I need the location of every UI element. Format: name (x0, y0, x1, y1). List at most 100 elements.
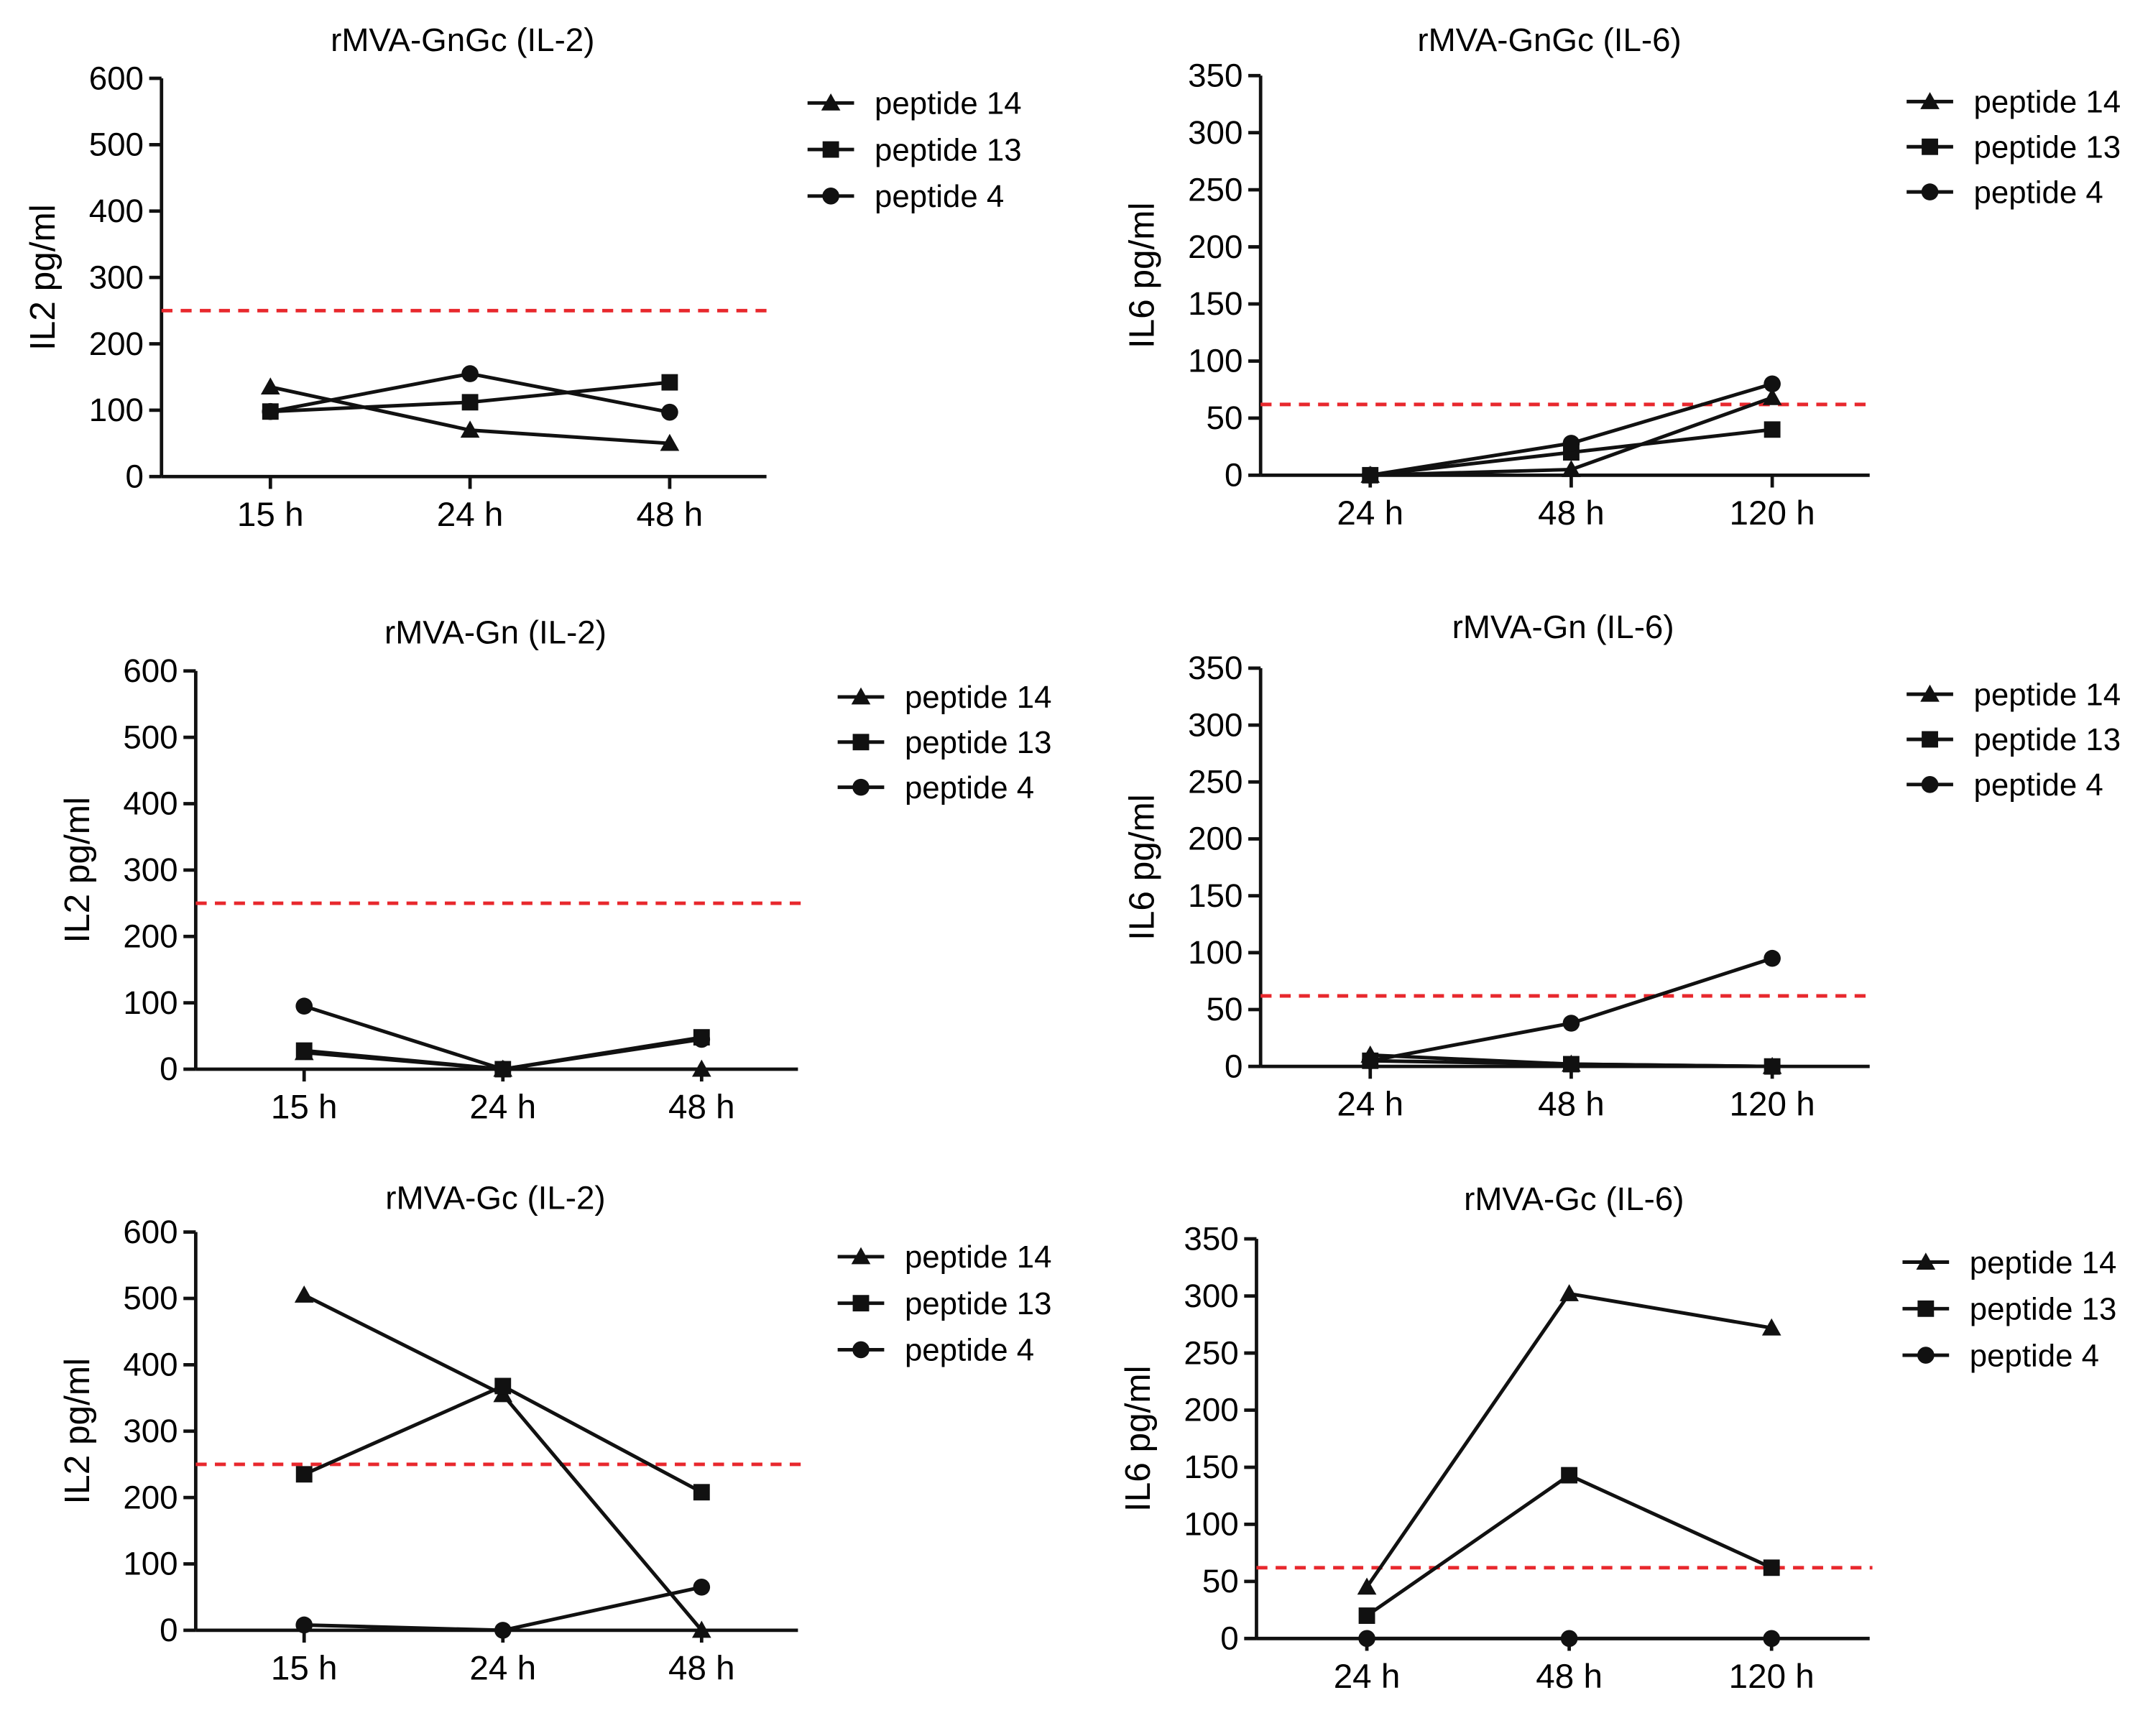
data-point (1361, 1052, 1379, 1070)
legend-marker (1917, 1300, 1935, 1317)
legend-label: peptide 14 (905, 1239, 1052, 1275)
chart-panel: rMVA-Gn (IL-2) IL2 pg/ml 0 100 200 300 400 500 6… (57, 614, 1052, 1127)
y-axis-label: IL2 pg/ml (57, 1358, 97, 1505)
legend-marker (1922, 731, 1938, 748)
data-point (295, 1466, 313, 1483)
legend-item: peptide 4 (807, 179, 1004, 214)
data-point (260, 377, 280, 395)
data-point (691, 1059, 711, 1077)
legend-label: peptide 14 (875, 86, 1022, 121)
legend-marker (1921, 183, 1939, 200)
chart-title: rMVA-Gc (IL-6) (1464, 1181, 1684, 1217)
data-point (661, 403, 678, 421)
legend-label: peptide 14 (1970, 1245, 2117, 1280)
y-tick-label: 100 (123, 984, 178, 1021)
y-tick-label: 200 (123, 918, 178, 954)
legend-label: peptide 4 (905, 770, 1034, 805)
y-tick-label: 50 (1207, 991, 1243, 1028)
y-tick-label: 600 (89, 60, 144, 96)
legend-marker (822, 188, 839, 205)
y-axis-label: IL2 pg/ml (23, 204, 63, 351)
legend-item: peptide 13 (1902, 1292, 2116, 1327)
y-tick-label: 350 (1188, 57, 1243, 93)
data-point (691, 1620, 711, 1638)
y-tick-label: 200 (1188, 821, 1243, 857)
legend-item: peptide 13 (837, 725, 1052, 760)
y-tick-label: 100 (1184, 1506, 1238, 1543)
data-point (693, 1030, 711, 1048)
y-tick-label: 0 (126, 458, 144, 495)
legend-item: peptide 4 (837, 1333, 1034, 1368)
legend-marker (852, 778, 870, 796)
chart-panel: rMVA-Gc (IL-6) IL6 pg/ml 0 50 100 150 200 250 30… (1118, 1181, 2116, 1696)
data-point (295, 1042, 313, 1059)
legend-item: peptide 13 (1907, 722, 2121, 757)
x-tick-label: 48 h (1538, 494, 1605, 532)
legend-label: peptide 13 (875, 132, 1022, 167)
x-tick-label: 120 h (1729, 1658, 1815, 1696)
legend-item: peptide 14 (1907, 677, 2121, 712)
y-tick-label: 300 (1184, 1278, 1238, 1314)
x-tick-label: 24 h (437, 496, 504, 534)
legend-label: peptide 13 (1973, 722, 2121, 757)
data-point (1764, 375, 1781, 393)
chart-panel: rMVA-Gn (IL-6) IL6 pg/ml 0 50 100 150 200 250 30… (1122, 609, 2121, 1124)
data-point (1562, 1015, 1580, 1032)
legend-label: peptide 13 (905, 1286, 1052, 1321)
data-point (660, 433, 680, 451)
y-tick-label: 300 (89, 259, 144, 295)
legend-label: peptide 4 (1973, 767, 2103, 803)
x-tick-label: 15 h (237, 496, 304, 534)
data-point (494, 1377, 512, 1395)
legend-marker (852, 1295, 870, 1312)
data-point (460, 420, 480, 438)
y-tick-label: 0 (160, 1051, 178, 1087)
y-tick-label: 500 (89, 126, 144, 163)
data-point (1361, 466, 1379, 484)
data-point (262, 402, 280, 420)
legend-label: peptide 13 (1973, 129, 2121, 165)
x-tick-label: 15 h (271, 1649, 338, 1687)
data-point (1358, 1607, 1375, 1624)
legend-label: peptide 4 (1970, 1338, 2099, 1373)
data-point (494, 1622, 512, 1639)
legend-item: peptide 4 (1907, 175, 2103, 210)
data-point (1560, 1630, 1578, 1648)
y-tick-label: 150 (1188, 285, 1243, 322)
x-tick-label: 24 h (469, 1649, 536, 1687)
data-point (1764, 1058, 1781, 1075)
y-tick-label: 250 (1188, 171, 1243, 208)
legend-label: peptide 4 (905, 1333, 1034, 1368)
y-tick-label: 400 (89, 193, 144, 229)
data-point (461, 365, 479, 382)
y-tick-label: 0 (1220, 1620, 1238, 1657)
y-tick-label: 0 (1225, 457, 1243, 494)
data-point (1764, 421, 1781, 438)
y-tick-label: 0 (1225, 1048, 1243, 1084)
legend-label: peptide 4 (875, 179, 1004, 214)
legend-item: peptide 14 (1902, 1245, 2116, 1280)
data-point (1763, 1559, 1780, 1576)
data-point (1357, 1577, 1377, 1595)
data-point (1762, 387, 1782, 405)
legend-marker (851, 687, 871, 705)
y-tick-label: 0 (160, 1612, 178, 1648)
y-tick-label: 200 (1188, 228, 1243, 265)
x-tick-label: 120 h (1730, 494, 1815, 532)
data-point (295, 1616, 313, 1634)
y-tick-label: 350 (1184, 1220, 1238, 1257)
legend-item: peptide 14 (1907, 85, 2121, 120)
chart-title: rMVA-Gn (IL-2) (384, 614, 607, 651)
y-tick-label: 300 (1188, 706, 1243, 743)
y-tick-label: 150 (1184, 1449, 1238, 1485)
data-point (1358, 1630, 1375, 1648)
y-tick-label: 50 (1207, 400, 1243, 436)
legend-marker (1920, 92, 1940, 109)
legend-item: peptide 14 (837, 1239, 1052, 1275)
legend-marker (851, 1247, 871, 1265)
y-tick-label: 200 (89, 326, 144, 362)
legend-item: peptide 14 (837, 680, 1052, 715)
legend-item: peptide 14 (807, 86, 1022, 121)
y-tick-label: 100 (1188, 934, 1243, 971)
